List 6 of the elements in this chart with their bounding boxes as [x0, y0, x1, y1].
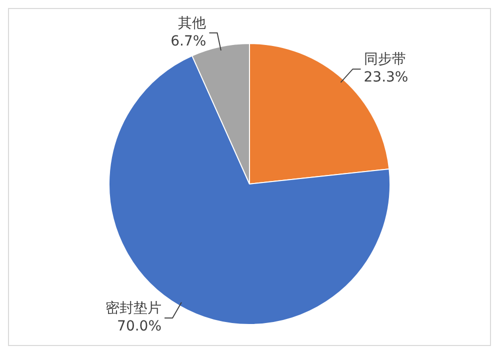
slice-label: 同步带 — [364, 52, 406, 68]
slice-label: 其他 — [178, 16, 206, 32]
data-label: 70.0% — [117, 318, 162, 335]
data-label: 23.3% — [364, 70, 408, 86]
data-label: 6.7% — [170, 34, 206, 50]
slice-label: 密封垫片 — [106, 300, 162, 317]
